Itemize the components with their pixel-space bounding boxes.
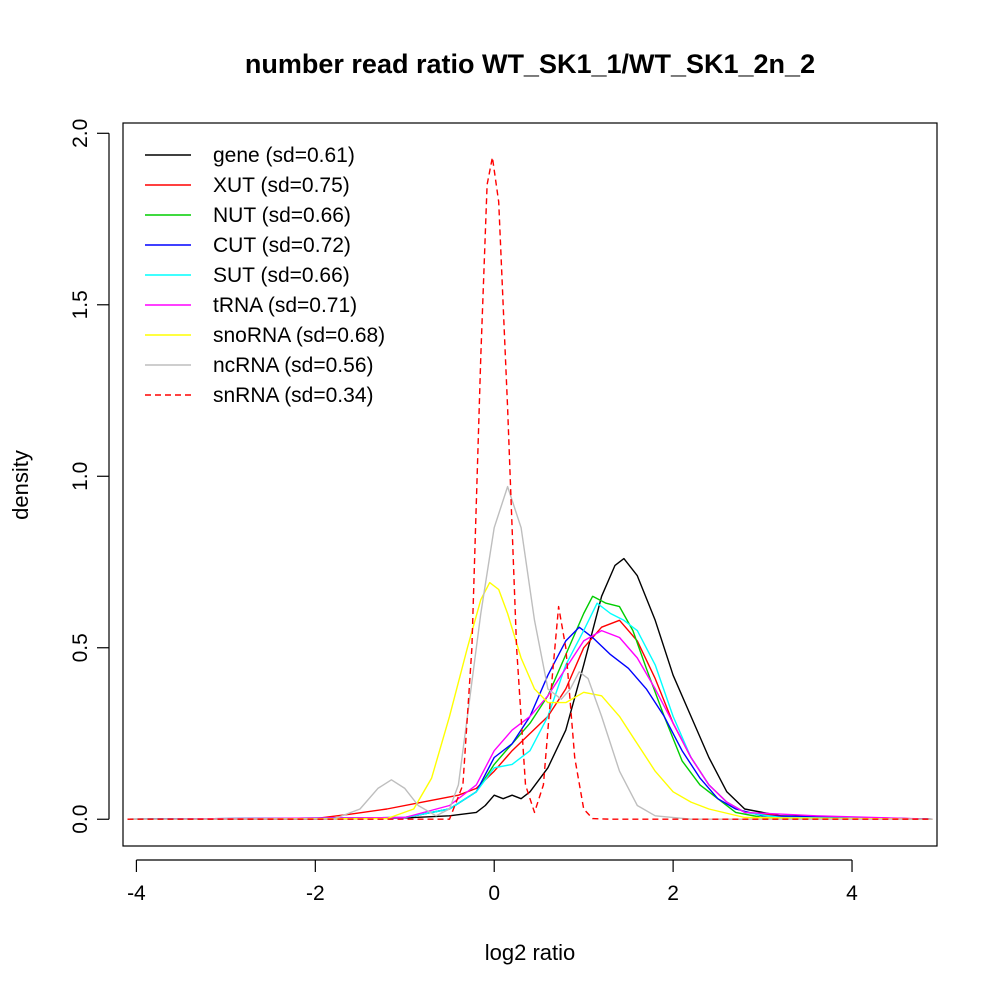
legend-label: XUT (sd=0.75) [213, 174, 350, 197]
y-tick-label: 0.5 [69, 633, 92, 662]
series-line-2 [127, 595, 933, 820]
x-tick-label: 4 [846, 882, 858, 905]
legend-label: ncRNA (sd=0.56) [213, 354, 374, 377]
y-axis: 0.0 0.5 1.0 1.5 2.0 [69, 119, 110, 834]
y-tick-label: 0.0 [69, 805, 92, 834]
series-line-6 [127, 581, 933, 820]
series-line-8 [127, 156, 933, 820]
series-line-3 [127, 626, 933, 820]
chart-title: number read ratio WT_SK1_1/WT_SK1_2n_2 [245, 49, 815, 79]
legend-label: SUT (sd=0.66) [213, 264, 350, 287]
y-tick-label: 1.5 [69, 290, 92, 319]
y-tick-label: 1.0 [69, 462, 92, 491]
x-tick-label: -4 [127, 882, 146, 905]
legend-label: NUT (sd=0.66) [213, 204, 351, 227]
x-axis-label: log2 ratio [485, 940, 576, 965]
legend-label: tRNA (sd=0.71) [213, 294, 357, 317]
legend-label: CUT (sd=0.72) [213, 234, 351, 257]
legend-label: gene (sd=0.61) [213, 144, 355, 167]
legend-label: snoRNA (sd=0.68) [213, 324, 385, 347]
series-layer [127, 156, 933, 820]
x-axis: -4 -2 0 2 4 [127, 859, 858, 905]
x-tick-label: 2 [667, 882, 679, 905]
legend-label: snRNA (sd=0.34) [213, 384, 374, 407]
legend: gene (sd=0.61) XUT (sd=0.75) NUT (sd=0.66)… [145, 144, 385, 407]
series-line-7 [127, 485, 933, 820]
series-line-5 [127, 629, 933, 820]
y-axis-label: density [8, 450, 33, 520]
y-tick-label: 2.0 [69, 119, 92, 148]
x-tick-label: -2 [306, 882, 325, 905]
plot-frame [122, 122, 938, 847]
x-tick-label: 0 [488, 882, 500, 905]
